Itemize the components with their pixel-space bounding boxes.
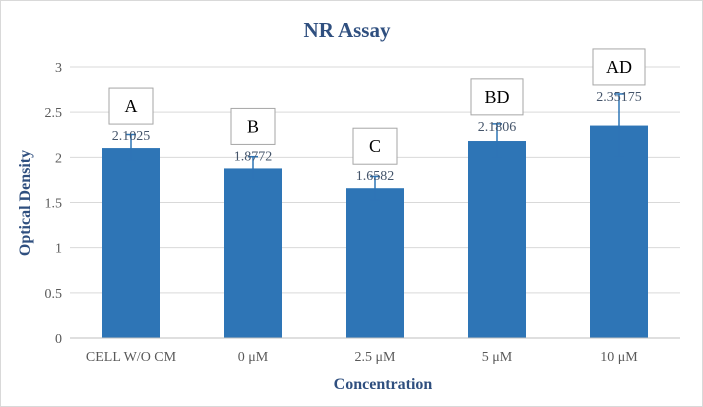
x-tick-label: 5 μM — [482, 350, 513, 365]
chart-title: NR Assay — [304, 18, 391, 42]
y-tick-label: 2.5 — [45, 106, 63, 121]
y-tick-label: 0 — [55, 332, 62, 347]
bar — [346, 188, 404, 338]
data-label: 1.6582 — [356, 169, 395, 184]
significance-letter: AD — [606, 57, 632, 77]
significance-letter: C — [369, 136, 381, 156]
significance-box — [230, 107, 276, 145]
bar — [102, 148, 160, 338]
x-tick-label: 2.5 μM — [355, 350, 397, 365]
x-tick-label: 10 μM — [600, 350, 638, 365]
x-axis-title: Concentration — [334, 376, 433, 393]
significance-letter: BD — [484, 87, 509, 107]
annotations: CELL W/O CM 2.1025 A 0 μM 1.8772 B 2.5 μM 1.658… — [86, 48, 646, 365]
y-tick-label: 2 — [55, 151, 62, 166]
significance-box — [108, 87, 154, 125]
x-tick-label: 0 μM — [238, 350, 269, 365]
y-tick-label: 0.5 — [45, 287, 63, 302]
significance-box — [592, 48, 646, 86]
significance-box — [470, 78, 524, 116]
bars — [102, 93, 648, 338]
bar — [468, 141, 526, 338]
y-axis-title: Optical Density — [17, 150, 34, 256]
data-label: 2.35175 — [596, 90, 642, 105]
y-tick-label: 1.5 — [45, 197, 63, 212]
data-label: 2.1806 — [478, 120, 517, 135]
data-label: 1.8772 — [234, 149, 273, 164]
bar — [590, 125, 648, 338]
bar — [224, 168, 282, 338]
x-tick-label: CELL W/O CM — [86, 350, 177, 365]
significance-letter: B — [247, 116, 259, 136]
y-tick-label: 3 — [55, 61, 62, 76]
data-label: 2.1025 — [112, 129, 151, 144]
y-tick-label: 1 — [55, 242, 62, 257]
significance-letter: A — [125, 96, 138, 116]
significance-box — [352, 127, 398, 165]
